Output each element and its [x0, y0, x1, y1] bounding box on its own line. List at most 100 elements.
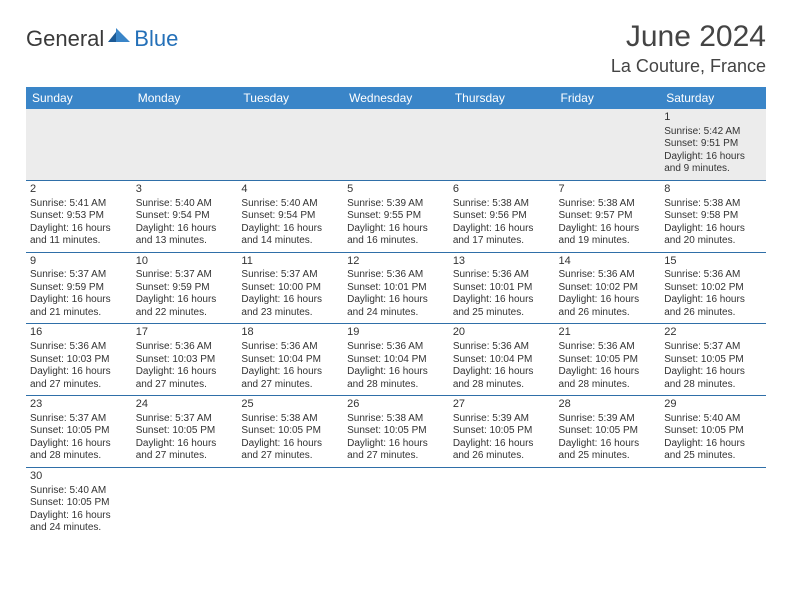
cell-day2: and 22 minutes. — [136, 307, 234, 320]
cell-sunrise: Sunrise: 5:40 AM — [136, 198, 234, 211]
day-number: 12 — [347, 255, 445, 269]
cell-sunset: Sunset: 9:58 PM — [664, 210, 762, 223]
calendar-cell: 9Sunrise: 5:37 AMSunset: 9:59 PMDaylight… — [26, 252, 132, 324]
cell-sunset: Sunset: 10:02 PM — [559, 282, 657, 295]
day-header: Saturday — [660, 87, 766, 109]
cell-sunrise: Sunrise: 5:38 AM — [347, 413, 445, 426]
calendar-week: 30Sunrise: 5:40 AMSunset: 10:05 PMDaylig… — [26, 467, 766, 538]
day-number: 11 — [241, 255, 339, 269]
calendar-cell: 21Sunrise: 5:36 AMSunset: 10:05 PMDaylig… — [555, 324, 661, 396]
cell-day2: and 25 minutes. — [559, 450, 657, 463]
cell-day2: and 28 minutes. — [559, 379, 657, 392]
cell-day1: Daylight: 16 hours — [559, 366, 657, 379]
calendar-cell: 7Sunrise: 5:38 AMSunset: 9:57 PMDaylight… — [555, 180, 661, 252]
cell-sunrise: Sunrise: 5:38 AM — [241, 413, 339, 426]
cell-day1: Daylight: 16 hours — [30, 438, 128, 451]
cell-sunrise: Sunrise: 5:36 AM — [136, 341, 234, 354]
cell-sunrise: Sunrise: 5:36 AM — [453, 341, 551, 354]
day-number: 4 — [241, 183, 339, 197]
cell-sunrise: Sunrise: 5:36 AM — [347, 341, 445, 354]
cell-day1: Daylight: 16 hours — [30, 223, 128, 236]
cell-sunrise: Sunrise: 5:40 AM — [30, 485, 128, 498]
cell-day1: Daylight: 16 hours — [453, 438, 551, 451]
logo-flag-icon — [108, 28, 132, 46]
day-header: Wednesday — [343, 87, 449, 109]
day-number: 22 — [664, 326, 762, 340]
cell-day1: Daylight: 16 hours — [664, 294, 762, 307]
calendar-week: 2Sunrise: 5:41 AMSunset: 9:53 PMDaylight… — [26, 180, 766, 252]
day-number: 29 — [664, 398, 762, 412]
calendar-week: 1Sunrise: 5:42 AMSunset: 9:51 PMDaylight… — [26, 109, 766, 180]
cell-day2: and 21 minutes. — [30, 307, 128, 320]
cell-sunrise: Sunrise: 5:39 AM — [559, 413, 657, 426]
day-number: 28 — [559, 398, 657, 412]
cell-sunset: Sunset: 9:54 PM — [136, 210, 234, 223]
day-number: 3 — [136, 183, 234, 197]
cell-sunrise: Sunrise: 5:39 AM — [347, 198, 445, 211]
calendar-cell: 19Sunrise: 5:36 AMSunset: 10:04 PMDaylig… — [343, 324, 449, 396]
cell-sunset: Sunset: 10:03 PM — [136, 354, 234, 367]
cell-day1: Daylight: 16 hours — [559, 294, 657, 307]
calendar-cell: 3Sunrise: 5:40 AMSunset: 9:54 PMDaylight… — [132, 180, 238, 252]
day-number: 16 — [30, 326, 128, 340]
cell-sunset: Sunset: 9:54 PM — [241, 210, 339, 223]
cell-sunset: Sunset: 9:59 PM — [30, 282, 128, 295]
cell-sunset: Sunset: 10:04 PM — [241, 354, 339, 367]
cell-day2: and 28 minutes. — [453, 379, 551, 392]
cell-day1: Daylight: 16 hours — [559, 223, 657, 236]
day-number: 15 — [664, 255, 762, 269]
cell-sunrise: Sunrise: 5:37 AM — [30, 269, 128, 282]
cell-sunset: Sunset: 9:56 PM — [453, 210, 551, 223]
day-header: Thursday — [449, 87, 555, 109]
day-header: Tuesday — [237, 87, 343, 109]
calendar-cell: 10Sunrise: 5:37 AMSunset: 9:59 PMDayligh… — [132, 252, 238, 324]
cell-day1: Daylight: 16 hours — [30, 510, 128, 523]
cell-day2: and 11 minutes. — [30, 235, 128, 248]
cell-sunrise: Sunrise: 5:38 AM — [664, 198, 762, 211]
cell-day1: Daylight: 16 hours — [241, 294, 339, 307]
cell-sunset: Sunset: 9:59 PM — [136, 282, 234, 295]
cell-day1: Daylight: 16 hours — [136, 294, 234, 307]
cell-sunset: Sunset: 10:05 PM — [664, 354, 762, 367]
cell-day1: Daylight: 16 hours — [664, 223, 762, 236]
cell-day2: and 16 minutes. — [347, 235, 445, 248]
calendar-cell: 2Sunrise: 5:41 AMSunset: 9:53 PMDaylight… — [26, 180, 132, 252]
calendar-cell: 12Sunrise: 5:36 AMSunset: 10:01 PMDaylig… — [343, 252, 449, 324]
cell-day1: Daylight: 16 hours — [453, 294, 551, 307]
calendar-cell: 18Sunrise: 5:36 AMSunset: 10:04 PMDaylig… — [237, 324, 343, 396]
cell-day2: and 28 minutes. — [664, 379, 762, 392]
cell-sunset: Sunset: 10:02 PM — [664, 282, 762, 295]
day-number: 7 — [559, 183, 657, 197]
day-number: 14 — [559, 255, 657, 269]
cell-sunrise: Sunrise: 5:39 AM — [453, 413, 551, 426]
cell-sunset: Sunset: 10:05 PM — [453, 425, 551, 438]
calendar-cell — [555, 109, 661, 180]
calendar-cell: 20Sunrise: 5:36 AMSunset: 10:04 PMDaylig… — [449, 324, 555, 396]
cell-sunset: Sunset: 10:04 PM — [347, 354, 445, 367]
cell-sunrise: Sunrise: 5:38 AM — [453, 198, 551, 211]
calendar-cell: 25Sunrise: 5:38 AMSunset: 10:05 PMDaylig… — [237, 396, 343, 468]
cell-day2: and 26 minutes. — [559, 307, 657, 320]
cell-day2: and 27 minutes. — [136, 379, 234, 392]
cell-day2: and 26 minutes. — [453, 450, 551, 463]
cell-day2: and 14 minutes. — [241, 235, 339, 248]
cell-day1: Daylight: 16 hours — [664, 366, 762, 379]
day-number: 27 — [453, 398, 551, 412]
day-number: 9 — [30, 255, 128, 269]
cell-sunrise: Sunrise: 5:37 AM — [664, 341, 762, 354]
calendar-cell — [132, 109, 238, 180]
cell-day1: Daylight: 16 hours — [347, 438, 445, 451]
day-number: 8 — [664, 183, 762, 197]
cell-day2: and 24 minutes. — [347, 307, 445, 320]
cell-day2: and 26 minutes. — [664, 307, 762, 320]
cell-day2: and 24 minutes. — [30, 522, 128, 535]
cell-sunrise: Sunrise: 5:37 AM — [136, 413, 234, 426]
calendar-cell: 22Sunrise: 5:37 AMSunset: 10:05 PMDaylig… — [660, 324, 766, 396]
cell-day2: and 25 minutes. — [453, 307, 551, 320]
day-number: 2 — [30, 183, 128, 197]
calendar-cell — [132, 467, 238, 538]
cell-sunset: Sunset: 10:05 PM — [664, 425, 762, 438]
cell-day1: Daylight: 16 hours — [136, 366, 234, 379]
cell-sunrise: Sunrise: 5:40 AM — [664, 413, 762, 426]
cell-day2: and 27 minutes. — [347, 450, 445, 463]
